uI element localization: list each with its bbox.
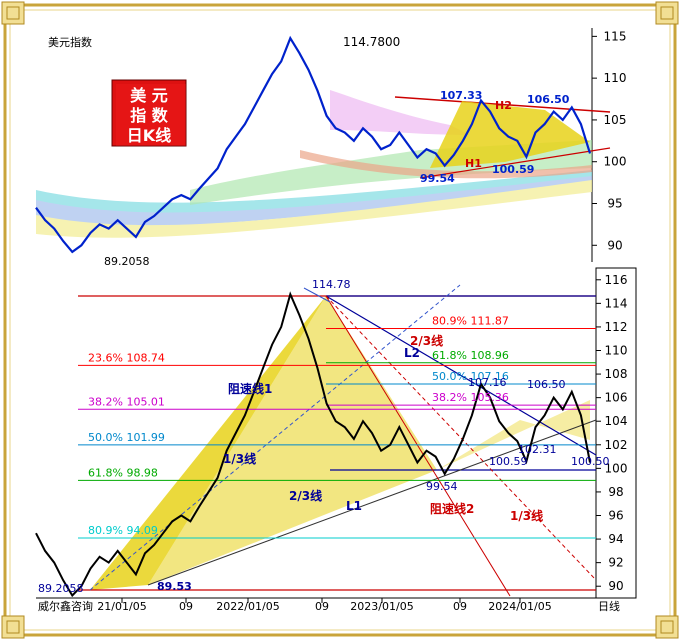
l1-label: L1 [346, 499, 362, 513]
bottom-xtick-label: 2022/01/05 [216, 600, 279, 613]
fib-right-label: 61.8% 108.96 [432, 349, 509, 362]
fib-left-label: 23.6% 108.74 [88, 351, 165, 364]
bottom-high-label: 114.78 [312, 278, 351, 291]
bottom-xtick-label: 21/01/05 [97, 600, 146, 613]
resist2-label: 阻速线2 [430, 501, 474, 516]
top-ytick-label: 95 [607, 197, 622, 211]
top-support-line [419, 147, 611, 179]
bottom-ytick-label: 110 [605, 344, 628, 358]
watermark-label: 威尔鑫咨询 [38, 599, 93, 613]
bottom-ytick-label: 114 [605, 296, 628, 310]
frame-border-inner [9, 9, 671, 631]
bottom-ytick-label: 112 [605, 320, 628, 334]
bottom-low2-label: 89.53 [157, 580, 192, 593]
bottom-ytick-label: 90 [608, 579, 623, 593]
third1-label: 1/3线 [223, 451, 256, 466]
bottom-xtick-label: 09 [453, 600, 467, 613]
bottom-xtick-label: 09 [315, 600, 329, 613]
resist1-label: 阻速线1 [228, 381, 272, 396]
top-low-label: 89.2058 [104, 255, 150, 268]
corner-ornament-tl-icon [1, 1, 25, 25]
bottom-low-left-label: 89.2058 [38, 582, 84, 595]
fib-left-label: 80.9% 94.09 [88, 524, 158, 537]
bottom-ytick-label: 94 [608, 532, 623, 546]
fib-right-label: 80.9% 111.87 [432, 314, 509, 327]
corner-ornament-br-icon [655, 615, 679, 639]
bottom-b1-label: 99.54 [426, 480, 458, 493]
bottom-ytick-label: 98 [608, 485, 623, 499]
bottom-ytick-label: 108 [605, 367, 628, 381]
top-ytick-label: 100 [604, 155, 627, 169]
bottom-ytick-label: 106 [605, 391, 628, 405]
bottom-ytick-label: 116 [605, 273, 628, 287]
period-label: 日线 [598, 599, 620, 613]
bottom-p100-label: 100.50 [571, 455, 610, 468]
top-chart-panel: 美元指数 115 110 105 100 95 90 114.7800 89.2058 1… [35, 28, 627, 268]
bottom-triangle-left [90, 296, 326, 590]
top-a1-label: 107.33 [440, 89, 482, 102]
bottom-chart-panel: 116 114 112 110 108 106 104 102 100 98 96 94 92 90 21… [35, 267, 637, 613]
bottom-ytick-label: 100 [605, 461, 628, 475]
fib-left-label: 50.0% 101.99 [88, 431, 165, 444]
bottom-p102-label: 102.31 [518, 443, 557, 456]
app-title: 美元指数 [48, 35, 92, 49]
fib-left-label: 61.8% 98.98 [88, 466, 158, 479]
top-b1-label: 99.54 [420, 172, 455, 185]
corner-ornament-tr-icon [655, 1, 679, 25]
bottom-b2-label: 100.59 [489, 455, 528, 468]
frame-border [3, 3, 677, 637]
badge-line3: 日K线 [127, 126, 171, 145]
top-high-label: 114.7800 [343, 35, 400, 49]
bottom-xtick-label: 2024/01/05 [488, 600, 551, 613]
fib-left-label: 38.2% 105.01 [88, 395, 165, 408]
bottom-l2-line [325, 295, 597, 456]
fib-right-label: 38.2% 105.36 [432, 391, 509, 404]
third2-label: 1/3线 [510, 508, 543, 523]
bottom-p106-label: 106.50 [527, 378, 566, 391]
badge-line2: 指 数 [130, 106, 169, 125]
top-h1-label: H1 [465, 157, 482, 170]
top-b2-label: 100.59 [492, 163, 534, 176]
bottom-l1-line [147, 419, 597, 586]
bottom-triangle-mid [437, 400, 590, 470]
bottom-ytick-label: 92 [608, 556, 623, 570]
bottom-ytick-label: 102 [605, 438, 628, 452]
top-ytick-label: 90 [607, 238, 622, 252]
l2-label: L2 [404, 346, 420, 360]
top-a2-label: 106.50 [527, 93, 570, 106]
fib-right-label: 50.0% 107.16 [432, 370, 509, 383]
bottom-triangle-right [148, 296, 437, 585]
twothird2-label: 2/3线 [410, 333, 443, 348]
bottom-ytick-label: 104 [605, 414, 628, 428]
bottom-p107-label: 107.16 [468, 376, 507, 389]
badge-line1: 美 元 [130, 86, 168, 105]
bottom-price-line [35, 291, 591, 598]
top-ytick-label: 105 [604, 113, 627, 127]
bottom-ytick-label: 96 [608, 509, 623, 523]
corner-ornament-bl-icon [1, 615, 25, 639]
top-h2-label: H2 [495, 99, 512, 112]
top-price-line [35, 35, 592, 254]
bottom-xtick-label: 2023/01/05 [350, 600, 413, 613]
twothird1-label: 2/3线 [289, 488, 322, 503]
chart-badge: 美 元 指 数 日K线 [111, 79, 187, 147]
bottom-xtick-label: 09 [179, 600, 193, 613]
top-ytick-label: 110 [604, 71, 627, 85]
top-ytick-label: 115 [604, 29, 627, 43]
